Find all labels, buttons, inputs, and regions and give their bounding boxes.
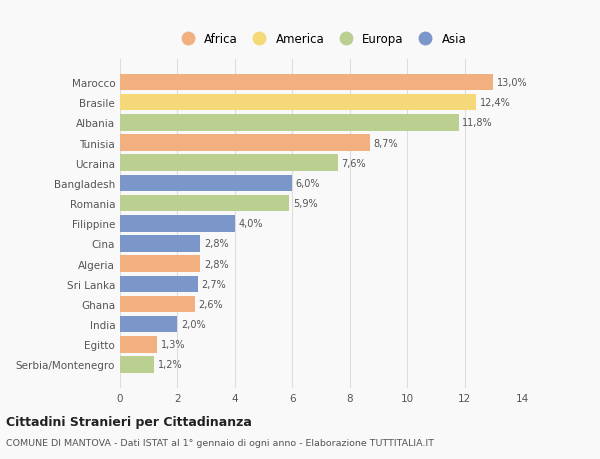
Bar [120, 256, 200, 272]
Bar [120, 296, 194, 313]
Bar [120, 316, 178, 333]
Bar [120, 175, 292, 192]
Text: 2,8%: 2,8% [204, 259, 229, 269]
Text: 1,3%: 1,3% [161, 340, 185, 350]
Bar [120, 357, 154, 373]
Bar [120, 115, 459, 131]
Text: COMUNE DI MANTOVA - Dati ISTAT al 1° gennaio di ogni anno - Elaborazione TUTTITA: COMUNE DI MANTOVA - Dati ISTAT al 1° gen… [6, 438, 434, 448]
Text: 6,0%: 6,0% [296, 179, 320, 189]
Bar [120, 276, 197, 292]
Text: 7,6%: 7,6% [341, 158, 366, 168]
Text: 4,0%: 4,0% [238, 219, 263, 229]
Bar [120, 95, 476, 111]
Bar [120, 336, 157, 353]
Text: 12,4%: 12,4% [479, 98, 510, 108]
Bar [120, 135, 370, 151]
Text: 2,7%: 2,7% [201, 279, 226, 289]
Text: 2,0%: 2,0% [181, 319, 205, 330]
Text: 2,8%: 2,8% [204, 239, 229, 249]
Text: 5,9%: 5,9% [293, 199, 317, 209]
Text: 13,0%: 13,0% [497, 78, 527, 88]
Bar [120, 196, 289, 212]
Text: 1,2%: 1,2% [158, 360, 182, 369]
Text: Cittadini Stranieri per Cittadinanza: Cittadini Stranieri per Cittadinanza [6, 415, 252, 428]
Bar [120, 235, 200, 252]
Bar [120, 74, 493, 91]
Text: 2,6%: 2,6% [198, 299, 223, 309]
Text: 8,7%: 8,7% [373, 138, 398, 148]
Text: 11,8%: 11,8% [462, 118, 493, 128]
Bar [120, 216, 235, 232]
Bar [120, 155, 338, 172]
Legend: Africa, America, Europa, Asia: Africa, America, Europa, Asia [172, 29, 470, 50]
